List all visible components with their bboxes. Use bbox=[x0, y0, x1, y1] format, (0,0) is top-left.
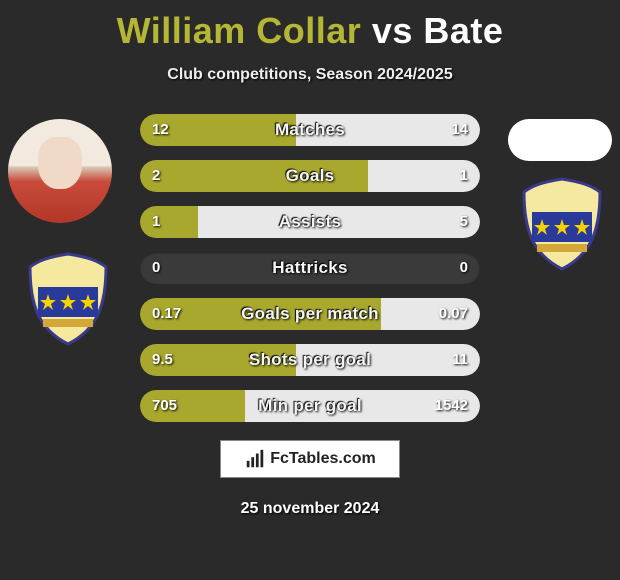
stat-label: Shots per goal bbox=[140, 344, 480, 376]
title-vs: vs bbox=[372, 10, 413, 51]
player2-club-crest bbox=[512, 174, 612, 274]
player2-avatar bbox=[508, 119, 612, 161]
stat-row: 15Assists bbox=[140, 206, 480, 238]
stat-row: 0.170.07Goals per match bbox=[140, 298, 480, 330]
subtitle: Club competitions, Season 2024/2025 bbox=[0, 66, 620, 84]
stat-row: 1214Matches bbox=[140, 114, 480, 146]
branding-text: FcTables.com bbox=[270, 450, 376, 468]
player1-name: William Collar bbox=[117, 10, 362, 51]
stat-label: Matches bbox=[140, 114, 480, 146]
chart-icon bbox=[244, 448, 266, 470]
date-label: 25 november 2024 bbox=[0, 500, 620, 518]
stat-label: Hattricks bbox=[140, 252, 480, 284]
stat-row: 7051542Min per goal bbox=[140, 390, 480, 422]
stat-label: Goals bbox=[140, 160, 480, 192]
content-area: 1214Matches 21Goals 15Assists 00Hattricks 0.… bbox=[0, 114, 620, 422]
stat-label: Min per goal bbox=[140, 390, 480, 422]
player2-name: Bate bbox=[423, 10, 503, 51]
player1-club-crest bbox=[18, 249, 118, 349]
stat-label: Assists bbox=[140, 206, 480, 238]
stat-row: 9.511Shots per goal bbox=[140, 344, 480, 376]
comparison-title: William Collar vs Bate bbox=[0, 0, 620, 52]
stat-row: 21Goals bbox=[140, 160, 480, 192]
player1-avatar bbox=[8, 119, 112, 223]
stat-bars-container: 1214Matches 21Goals 15Assists 00Hattricks 0.… bbox=[140, 114, 480, 422]
branding-badge: FcTables.com bbox=[220, 440, 400, 478]
stat-row: 00Hattricks bbox=[140, 252, 480, 284]
stat-label: Goals per match bbox=[140, 298, 480, 330]
